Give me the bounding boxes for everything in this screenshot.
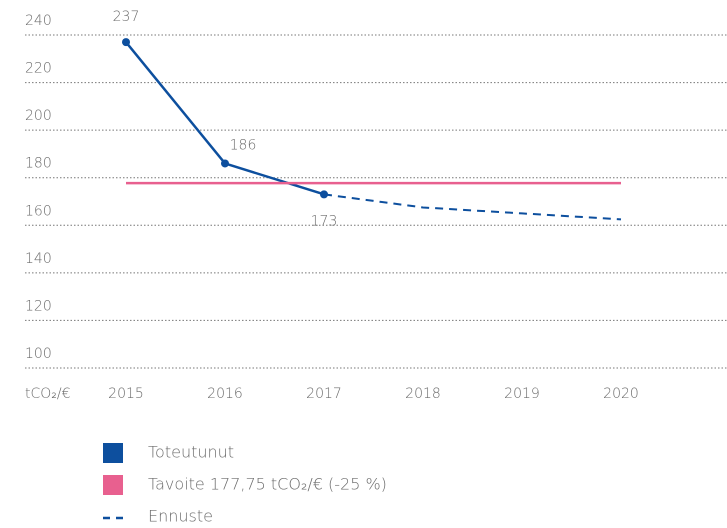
- legend-swatch: [103, 443, 123, 463]
- line-series: [125, 41, 325, 196]
- y-tick-label: 180: [25, 156, 52, 172]
- legend-label: Ennuste: [148, 507, 213, 526]
- x-tick-label: 2018: [405, 386, 441, 402]
- y-tick-label: 240: [25, 13, 52, 29]
- point: [221, 159, 229, 168]
- data-label: 173: [311, 213, 338, 229]
- x-tick-label: 2017: [306, 386, 342, 402]
- data-label: 186: [230, 137, 257, 153]
- line-series: [323, 193, 622, 221]
- x-tick-label: 2016: [207, 386, 243, 402]
- x-tick-label: 2019: [504, 386, 540, 402]
- y-tick-label: 100: [25, 346, 52, 362]
- legend-swatch: [103, 475, 123, 495]
- y-tick-label: 160: [25, 203, 52, 219]
- y-tick-label: 220: [25, 61, 52, 77]
- y-tick-label: 200: [25, 108, 52, 124]
- point: [122, 38, 130, 47]
- x-tick-label: 2015: [108, 386, 144, 402]
- legend-label: Tavoite 177,75 tCO₂/€ (-25 %): [148, 475, 387, 494]
- legend-label: Toteutunut: [148, 443, 234, 462]
- y-tick-label: 120: [25, 298, 52, 314]
- data-label: 237: [113, 9, 140, 25]
- y-tick-label: 140: [25, 251, 52, 267]
- y-axis-label: tCO₂/€: [25, 386, 71, 402]
- x-tick-label: 2020: [603, 386, 639, 402]
